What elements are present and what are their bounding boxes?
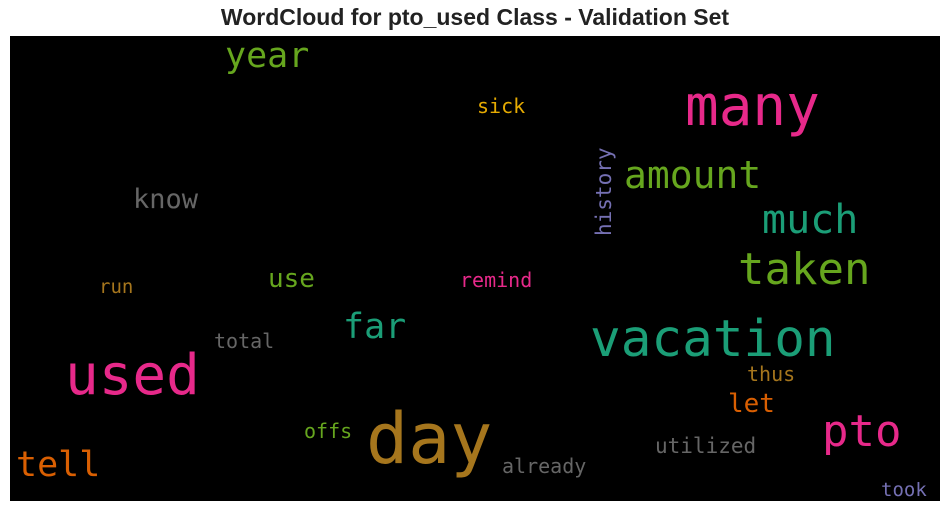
- word-vacation: vacation: [590, 310, 836, 369]
- wordcloud-canvas: many day used vacation taken pto much amount yea…: [10, 36, 940, 501]
- word-remind: remind: [460, 268, 533, 292]
- word-sick: sick: [477, 94, 526, 118]
- word-much: much: [762, 197, 859, 243]
- word-offs: offs: [304, 419, 353, 443]
- word-amount: amount: [624, 153, 762, 197]
- word-use: use: [268, 264, 315, 294]
- word-used: used: [65, 343, 200, 408]
- word-utilized: utilized: [655, 434, 757, 458]
- word-taken: taken: [738, 244, 871, 295]
- word-history: history: [592, 147, 616, 236]
- word-pto: pto: [822, 406, 902, 457]
- word-thus: thus: [747, 362, 796, 386]
- word-many: many: [685, 74, 820, 139]
- word-already: already: [502, 454, 587, 478]
- chart-title: WordCloud for pto_used Class - Validatio…: [220, 4, 730, 30]
- word-run: run: [99, 276, 134, 298]
- word-know: know: [133, 184, 199, 215]
- word-tell: tell: [16, 445, 101, 485]
- word-day: day: [366, 398, 493, 480]
- word-let: let: [728, 389, 775, 419]
- word-total: total: [214, 329, 275, 353]
- word-far: far: [343, 307, 407, 347]
- word-year: year: [225, 36, 310, 76]
- word-took: took: [881, 479, 927, 501]
